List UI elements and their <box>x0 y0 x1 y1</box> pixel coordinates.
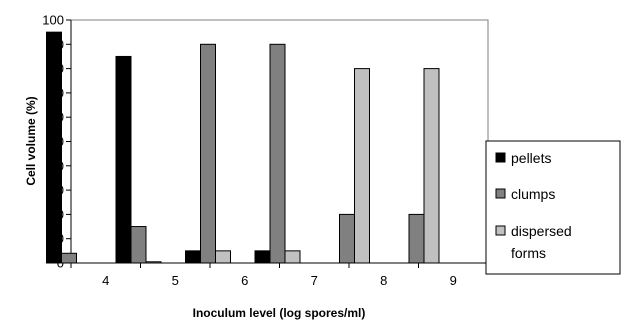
bar-clumps-6 <box>200 43 216 264</box>
bar-dispersed-forms-7 <box>284 250 301 264</box>
x-axis: 4 5 6 7 8 9 <box>70 262 489 288</box>
legend-swatch-dispersed-forms <box>495 225 506 236</box>
bar-clumps-4 <box>61 252 77 264</box>
bars <box>46 31 440 264</box>
bar-dispersed-forms-8 <box>354 68 370 264</box>
legend-swatch-clumps <box>495 188 506 199</box>
bar-clumps-9 <box>408 213 425 264</box>
x-tick-label: 4 <box>102 273 109 288</box>
legend-label-pellets: pellets <box>511 150 551 166</box>
bar-pellets-5 <box>115 55 132 264</box>
legend-label-dispersed: dispersed <box>511 223 572 239</box>
x-tick-label: 6 <box>241 273 248 288</box>
y-tick-label: 100 <box>42 13 64 28</box>
bar-pellets-7 <box>254 250 271 264</box>
bar-pellets-4 <box>46 31 62 264</box>
bar-dispersed-forms-5 <box>145 261 162 264</box>
bar-dispersed-forms-6 <box>215 250 231 264</box>
bar-pellets-6 <box>185 250 201 264</box>
x-tick-label: 9 <box>450 273 457 288</box>
x-axis-title: Inoculum level (log spores/ml) <box>193 306 366 320</box>
legend-label-forms: forms <box>511 245 546 261</box>
x-tick-label: 8 <box>380 273 387 288</box>
legend-swatch-pellets <box>495 152 506 163</box>
legend: pellets clumps dispersed forms <box>485 140 621 275</box>
bar-clumps-8 <box>339 213 355 264</box>
legend-frame <box>485 140 621 275</box>
x-tick-label: 7 <box>311 273 318 288</box>
bar-dispersed-forms-9 <box>423 68 440 264</box>
bar-clumps-7 <box>269 43 286 264</box>
y-axis-title: Cell volume (%) <box>24 96 38 185</box>
legend-label-clumps: clumps <box>511 186 555 202</box>
bar-clumps-5 <box>130 226 147 264</box>
x-tick-label: 5 <box>172 273 179 288</box>
